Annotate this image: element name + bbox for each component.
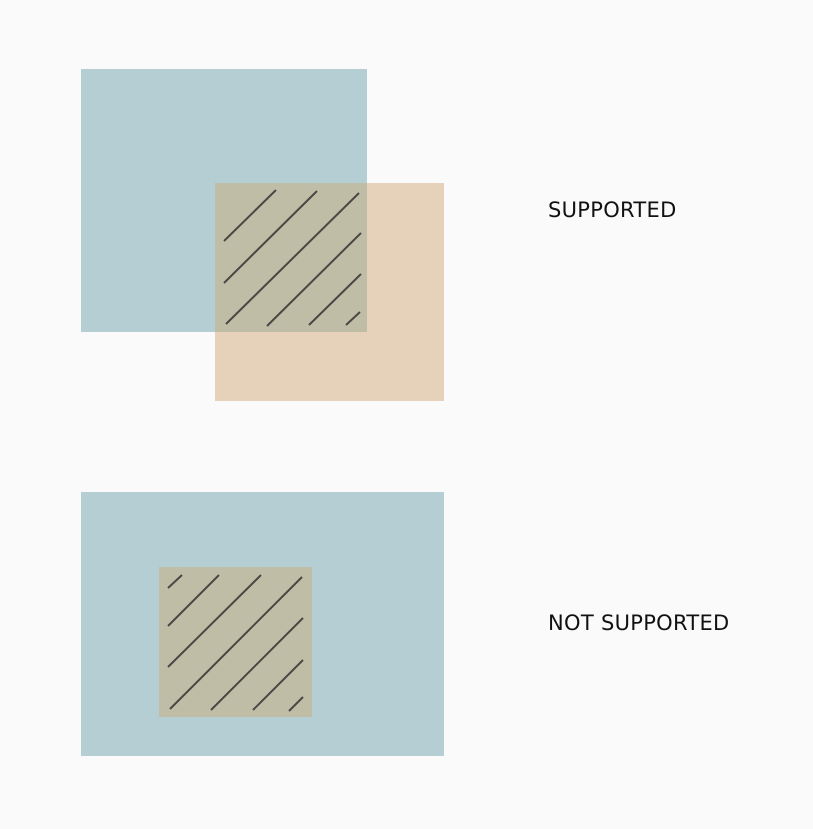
supported-label: SUPPORTED [548,198,677,222]
hatch-pattern [223,189,362,327]
supported-diagram [81,69,444,401]
not-supported-label: NOT SUPPORTED [548,611,730,635]
overlap-region [215,183,367,332]
hatch-pattern [167,574,304,712]
not-supported-diagram [81,492,444,756]
